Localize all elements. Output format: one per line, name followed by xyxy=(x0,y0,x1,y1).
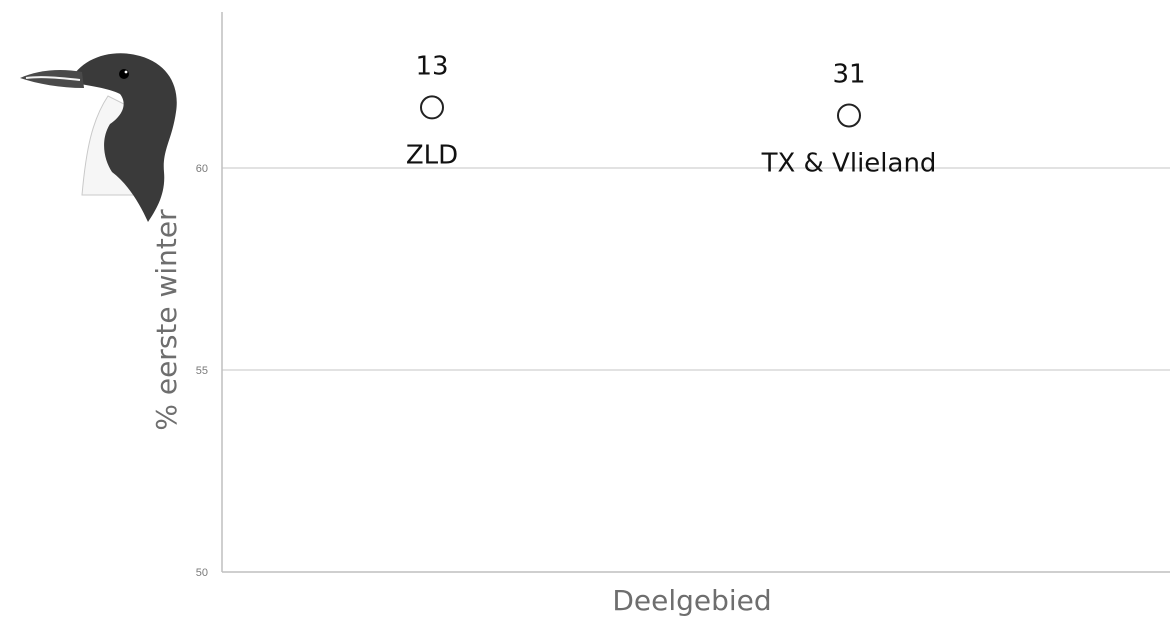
point-name-label: ZLD xyxy=(406,140,458,170)
y-tick-label: 50 xyxy=(196,567,208,579)
data-points: 13ZLD13ZH31TX & Vlieland64Tersch-Rottum xyxy=(406,51,937,178)
data-point xyxy=(420,95,444,120)
y-axis-title: % eerste winter xyxy=(150,209,183,431)
x-axis-title: Deelgebied xyxy=(612,584,771,617)
data-label-count: 13 xyxy=(415,51,448,81)
point-name-label: TX & Vlieland xyxy=(761,148,937,178)
data-label-count: 31 xyxy=(832,59,865,89)
y-tick-labels: 505560657075 xyxy=(196,163,208,579)
razorbill-head-icon xyxy=(20,53,177,223)
data-point xyxy=(837,103,861,128)
gridlines xyxy=(222,167,1170,371)
y-tick-label: 55 xyxy=(196,365,208,377)
y-tick-label: 60 xyxy=(196,163,208,175)
